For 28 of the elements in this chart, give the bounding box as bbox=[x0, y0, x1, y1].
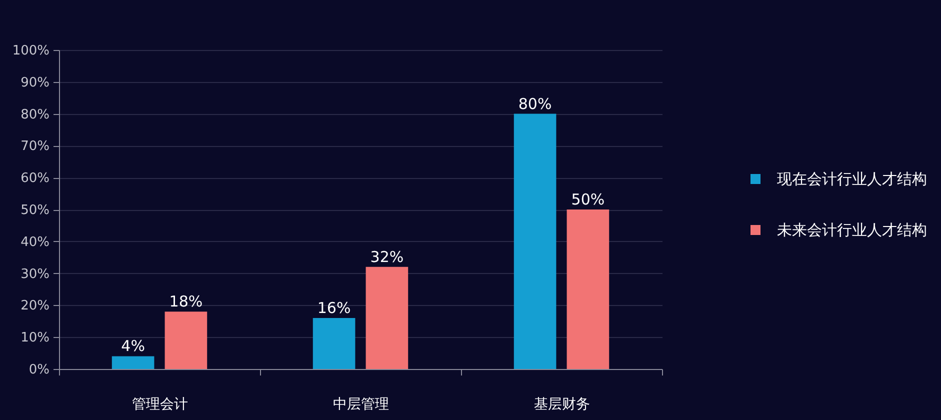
y-tick-label: 30% bbox=[20, 266, 50, 282]
y-tick-label: 70% bbox=[20, 139, 50, 154]
y-tick-label: 100% bbox=[12, 44, 50, 58]
y-tick-label: 90% bbox=[20, 75, 50, 90]
bar bbox=[366, 266, 408, 369]
bar bbox=[164, 312, 208, 369]
data-label: 16% bbox=[317, 298, 351, 317]
y-tick-label: 40% bbox=[20, 234, 50, 250]
bar bbox=[566, 210, 610, 369]
legend-label: 未来会计行业人才结构 bbox=[777, 221, 927, 239]
x-tick-label: 中层管理 bbox=[333, 396, 389, 412]
data-label: 50% bbox=[571, 190, 605, 208]
data-label: 18% bbox=[169, 292, 203, 311]
y-tick-label: 60% bbox=[20, 171, 50, 186]
bar bbox=[514, 114, 556, 369]
bar bbox=[112, 356, 154, 369]
y-tick-label: 20% bbox=[20, 298, 50, 314]
bar bbox=[312, 318, 356, 369]
legend-label: 现在会计行业人才结构 bbox=[777, 170, 927, 188]
x-tick-label: 基层财务 bbox=[534, 396, 590, 412]
y-tick-label: 10% bbox=[20, 330, 50, 346]
data-label: 80% bbox=[518, 94, 552, 113]
y-tick-label: 80% bbox=[20, 107, 50, 122]
x-tick-label: 管理会计 bbox=[132, 396, 188, 412]
data-label: 4% bbox=[121, 337, 145, 356]
y-tick-label: 50% bbox=[20, 203, 50, 218]
y-tick-label: 0% bbox=[28, 362, 50, 378]
data-label: 32% bbox=[370, 248, 404, 266]
